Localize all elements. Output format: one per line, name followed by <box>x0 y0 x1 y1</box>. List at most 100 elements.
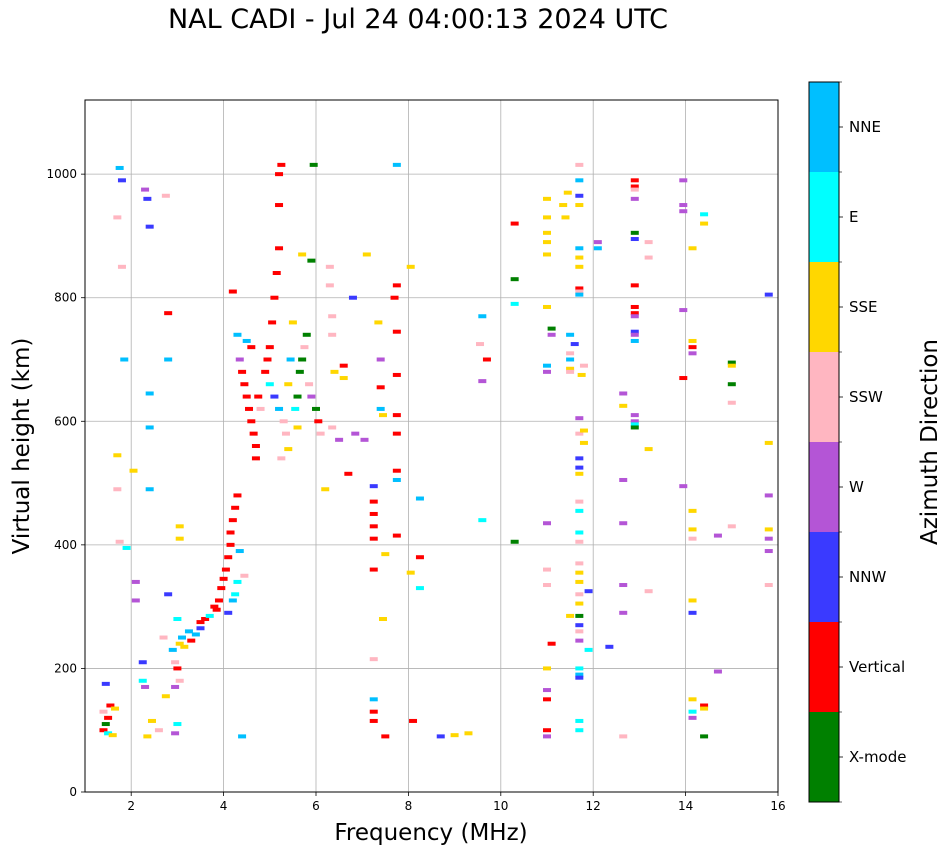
data-point <box>187 638 196 643</box>
data-point <box>543 666 551 671</box>
data-point <box>145 224 154 229</box>
data-point <box>436 734 445 739</box>
data-point <box>161 694 170 699</box>
data-point <box>339 363 348 368</box>
data-point <box>566 351 575 356</box>
x-tick-label: 8 <box>405 799 413 813</box>
data-point <box>478 314 487 319</box>
data-point <box>543 240 551 245</box>
data-point <box>700 212 709 217</box>
data-point <box>688 246 697 251</box>
data-point <box>644 255 653 260</box>
data-point <box>630 413 639 418</box>
data-point <box>543 196 551 201</box>
colorbar-tick-label: NNW <box>849 568 886 586</box>
data-point <box>688 536 697 541</box>
data-point <box>630 419 639 424</box>
data-point <box>279 419 288 424</box>
data-point <box>630 338 639 343</box>
colorbar-tick-label: SSW <box>849 388 883 406</box>
data-point <box>688 338 697 343</box>
data-point <box>360 437 369 442</box>
data-point <box>115 539 124 544</box>
data-point <box>369 511 378 516</box>
data-point <box>764 536 773 541</box>
y-tick-label: 400 <box>54 538 77 552</box>
y-tick-label: 0 <box>69 785 77 799</box>
data-point <box>228 598 237 603</box>
data-point <box>619 583 628 588</box>
data-point <box>575 508 584 513</box>
data-point <box>335 437 344 442</box>
data-point <box>214 598 223 603</box>
data-point <box>305 382 314 387</box>
data-point <box>171 660 180 665</box>
data-point <box>478 379 487 384</box>
data-point <box>328 314 337 319</box>
data-point <box>147 718 156 723</box>
data-point <box>307 394 316 399</box>
data-point <box>630 425 639 430</box>
data-point <box>115 165 124 170</box>
data-point <box>205 613 214 618</box>
data-point <box>242 338 251 343</box>
data-point <box>630 422 639 427</box>
data-point <box>106 703 115 708</box>
data-point <box>575 601 584 606</box>
data-point <box>630 283 639 288</box>
data-point <box>563 190 572 195</box>
y-axis-label: Virtual height (km) <box>9 338 35 555</box>
data-point <box>171 731 180 736</box>
data-point <box>122 545 131 550</box>
data-point <box>450 733 459 738</box>
data-point <box>233 332 242 337</box>
data-point <box>251 456 260 461</box>
data-point <box>145 391 154 396</box>
data-point <box>688 697 697 702</box>
data-point <box>242 394 251 399</box>
data-point <box>298 252 307 257</box>
data-point <box>630 196 639 201</box>
data-point <box>231 592 240 597</box>
data-point <box>575 178 584 183</box>
data-point <box>764 583 773 588</box>
data-point <box>700 703 709 708</box>
data-point <box>233 579 242 584</box>
data-point <box>321 487 330 492</box>
data-point <box>727 382 736 387</box>
data-point <box>575 579 584 584</box>
data-point <box>464 731 473 736</box>
data-point <box>247 345 256 350</box>
data-point <box>101 722 110 727</box>
data-point <box>284 382 293 387</box>
data-point <box>561 215 570 220</box>
data-point <box>575 561 584 566</box>
data-point <box>381 552 390 557</box>
data-point <box>196 626 205 631</box>
data-point <box>268 320 277 325</box>
data-point <box>117 178 126 183</box>
data-point <box>679 209 688 214</box>
data-point <box>265 345 274 350</box>
data-point <box>217 586 226 591</box>
data-point <box>510 221 519 226</box>
data-point <box>295 369 304 374</box>
data-point <box>406 570 415 575</box>
data-point <box>575 666 584 671</box>
data-point <box>575 675 584 680</box>
data-point <box>238 369 247 374</box>
data-point <box>369 484 378 489</box>
data-point <box>369 536 378 541</box>
data-point <box>575 728 584 733</box>
data-point <box>575 718 584 723</box>
data-point <box>679 308 688 313</box>
data-point <box>275 172 284 177</box>
data-point <box>543 734 551 739</box>
data-point <box>328 332 337 337</box>
grid-lines <box>85 100 779 793</box>
data-point <box>247 419 256 424</box>
data-point <box>231 505 240 510</box>
data-point <box>605 644 614 649</box>
data-point <box>369 499 378 504</box>
